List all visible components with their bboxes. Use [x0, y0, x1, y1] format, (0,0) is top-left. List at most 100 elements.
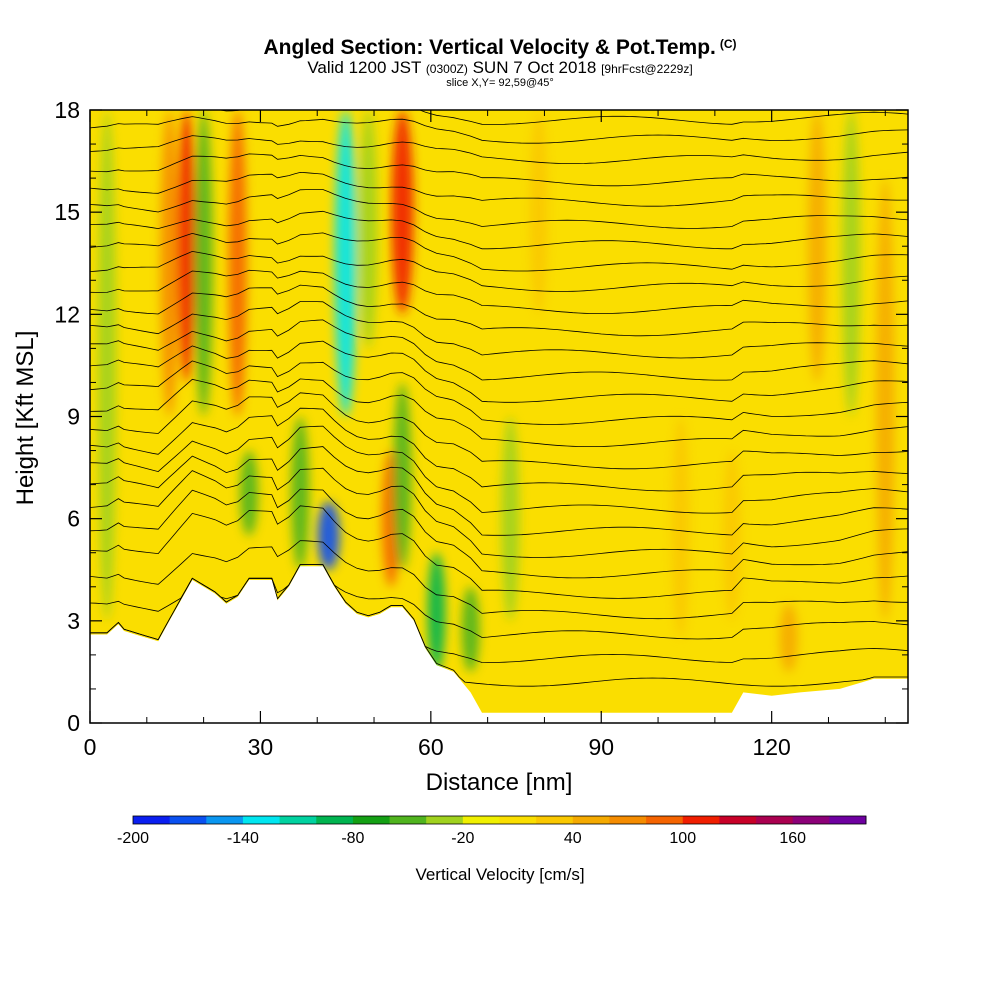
valid-utc: (0300Z) — [425, 62, 468, 76]
colorbar-title: Vertical Velocity [cm/s] — [415, 865, 584, 884]
valid-date: SUN 7 Oct 2018 — [472, 58, 597, 77]
colorbar-swatch-8 — [426, 816, 464, 824]
y-tick-label-1: 3 — [67, 608, 80, 634]
x-tick-label-2: 60 — [418, 734, 444, 760]
colorbar-swatch-5 — [316, 816, 354, 824]
forecast-info: [9hrFcst@2229z] — [601, 62, 693, 76]
chart-title: Angled Section: Vertical Velocity & Pot.… — [0, 36, 1000, 60]
colorbar-label-2: -80 — [341, 830, 364, 847]
colorbar-swatch-11 — [536, 816, 574, 824]
isentrope-24 — [90, 135, 908, 164]
isentrope-5 — [90, 488, 908, 579]
velocity-cell-20 — [808, 110, 827, 383]
x-tick-label-3: 90 — [588, 734, 614, 760]
colorbar-swatch-3 — [242, 816, 281, 824]
isentrope-25 — [90, 116, 908, 144]
colorbar-frame — [132, 815, 867, 825]
isentrope-6 — [90, 467, 908, 558]
y-tick-label-2: 6 — [67, 506, 80, 532]
isentrope-22 — [90, 171, 908, 207]
colorbar-label-1: -140 — [227, 830, 259, 847]
chart-title-text: Angled Section: Vertical Velocity & Pot.… — [263, 36, 716, 59]
isentrope-20 — [90, 210, 908, 250]
colorbar-swatch-6 — [352, 816, 391, 824]
isentrope-1 — [90, 564, 908, 664]
isentrope-4 — [90, 505, 908, 599]
isentrope-9 — [90, 407, 908, 492]
colorbar-swatch-16 — [719, 816, 757, 824]
colorbar-label-0: -200 — [117, 830, 149, 847]
x-tick-label-1: 30 — [248, 734, 274, 760]
isentrope-21 — [90, 189, 908, 229]
velocity-cell-2 — [177, 110, 196, 383]
velocity-cell-19 — [779, 603, 798, 672]
colorbar-swatch-15 — [682, 816, 720, 824]
colorbar-swatch-10 — [499, 816, 537, 824]
isentrope-7 — [90, 446, 908, 536]
isentrope-layer — [90, 110, 908, 687]
isentrope-14 — [90, 319, 908, 381]
velocity-cell-11 — [391, 110, 414, 315]
isentrope-18 — [90, 250, 908, 292]
isentrope-15 — [90, 301, 908, 359]
velocity-cell-9 — [359, 110, 378, 349]
colorbar-swatch-4 — [279, 816, 317, 824]
isentrope-11 — [90, 378, 908, 447]
colorbar-label-5: 100 — [669, 830, 696, 847]
velocity-cell-15 — [501, 416, 520, 621]
y-tick-label-3: 9 — [67, 404, 80, 430]
terrain-mask — [90, 566, 908, 723]
colorbar-label-4: 40 — [564, 830, 582, 847]
velocity-cell-4 — [228, 110, 247, 417]
y-tick-label-4: 12 — [54, 301, 80, 327]
isentrope-19 — [90, 232, 908, 272]
x-axis-title: Distance [nm] — [426, 769, 573, 796]
velocity-cell-18 — [722, 450, 741, 621]
velocity-cell-21 — [842, 110, 861, 417]
isentrope-13 — [90, 340, 908, 403]
colorbar-swatch-14 — [646, 816, 684, 824]
y-tick-label-0: 0 — [67, 710, 80, 736]
colorbar-swatch-2 — [206, 816, 244, 824]
colorbar-swatch-7 — [389, 816, 427, 824]
velocity-cell-16 — [529, 110, 548, 315]
y-tick-label-6: 18 — [54, 97, 80, 123]
axes: 0 30 60 90 120 0 3 6 9 12 15 18 — [54, 97, 908, 760]
y-tick-label-5: 15 — [54, 199, 80, 225]
colorbar-label-6: 160 — [779, 830, 806, 847]
isentrope-16 — [90, 284, 908, 337]
isentrope-23 — [90, 153, 908, 187]
isentrope-17 — [90, 269, 908, 314]
colorbar: -200 -140 -80 -20 40 100 160 — [117, 815, 867, 847]
velocity-cell-14 — [461, 586, 480, 672]
velocity-cell-1 — [160, 110, 179, 417]
colorbar-swatch-12 — [572, 816, 610, 824]
x-tick-label-4: 120 — [752, 734, 790, 760]
x-tick-label-0: 0 — [84, 734, 97, 760]
isentrope-2 — [90, 564, 908, 640]
velocity-cell-12 — [393, 382, 412, 570]
y-axis-title: Height [Kft MSL] — [12, 331, 39, 506]
colorbar-swatch-9 — [462, 816, 500, 824]
velocity-cell-6 — [291, 416, 310, 570]
isentrope-3 — [90, 540, 908, 620]
velocity-cell-0 — [98, 110, 117, 621]
velocity-cell-8 — [334, 110, 357, 417]
isentrope-8 — [90, 425, 908, 514]
colorbar-label-3: -20 — [451, 830, 474, 847]
colorbar-swatch-13 — [609, 816, 647, 824]
isentrope-10 — [90, 392, 908, 470]
chart-subtitle: Valid 1200 JST (0300Z) SUN 7 Oct 2018 [9… — [0, 59, 1000, 78]
velocity-cell-22 — [876, 178, 895, 621]
velocity-cell-7 — [317, 501, 340, 570]
terrain-layer — [90, 566, 908, 723]
velocity-cell-13 — [427, 552, 446, 672]
colorbar-swatch-17 — [756, 816, 794, 824]
valid-time: Valid 1200 JST — [307, 58, 422, 77]
colorbar-swatch-1 — [169, 816, 207, 824]
slice-info: slice X,Y= 92,59@45° — [446, 77, 554, 89]
isentrope-12 — [90, 360, 908, 425]
velocity-cell-17 — [671, 416, 690, 638]
colorbar-swatch-19 — [829, 816, 867, 824]
